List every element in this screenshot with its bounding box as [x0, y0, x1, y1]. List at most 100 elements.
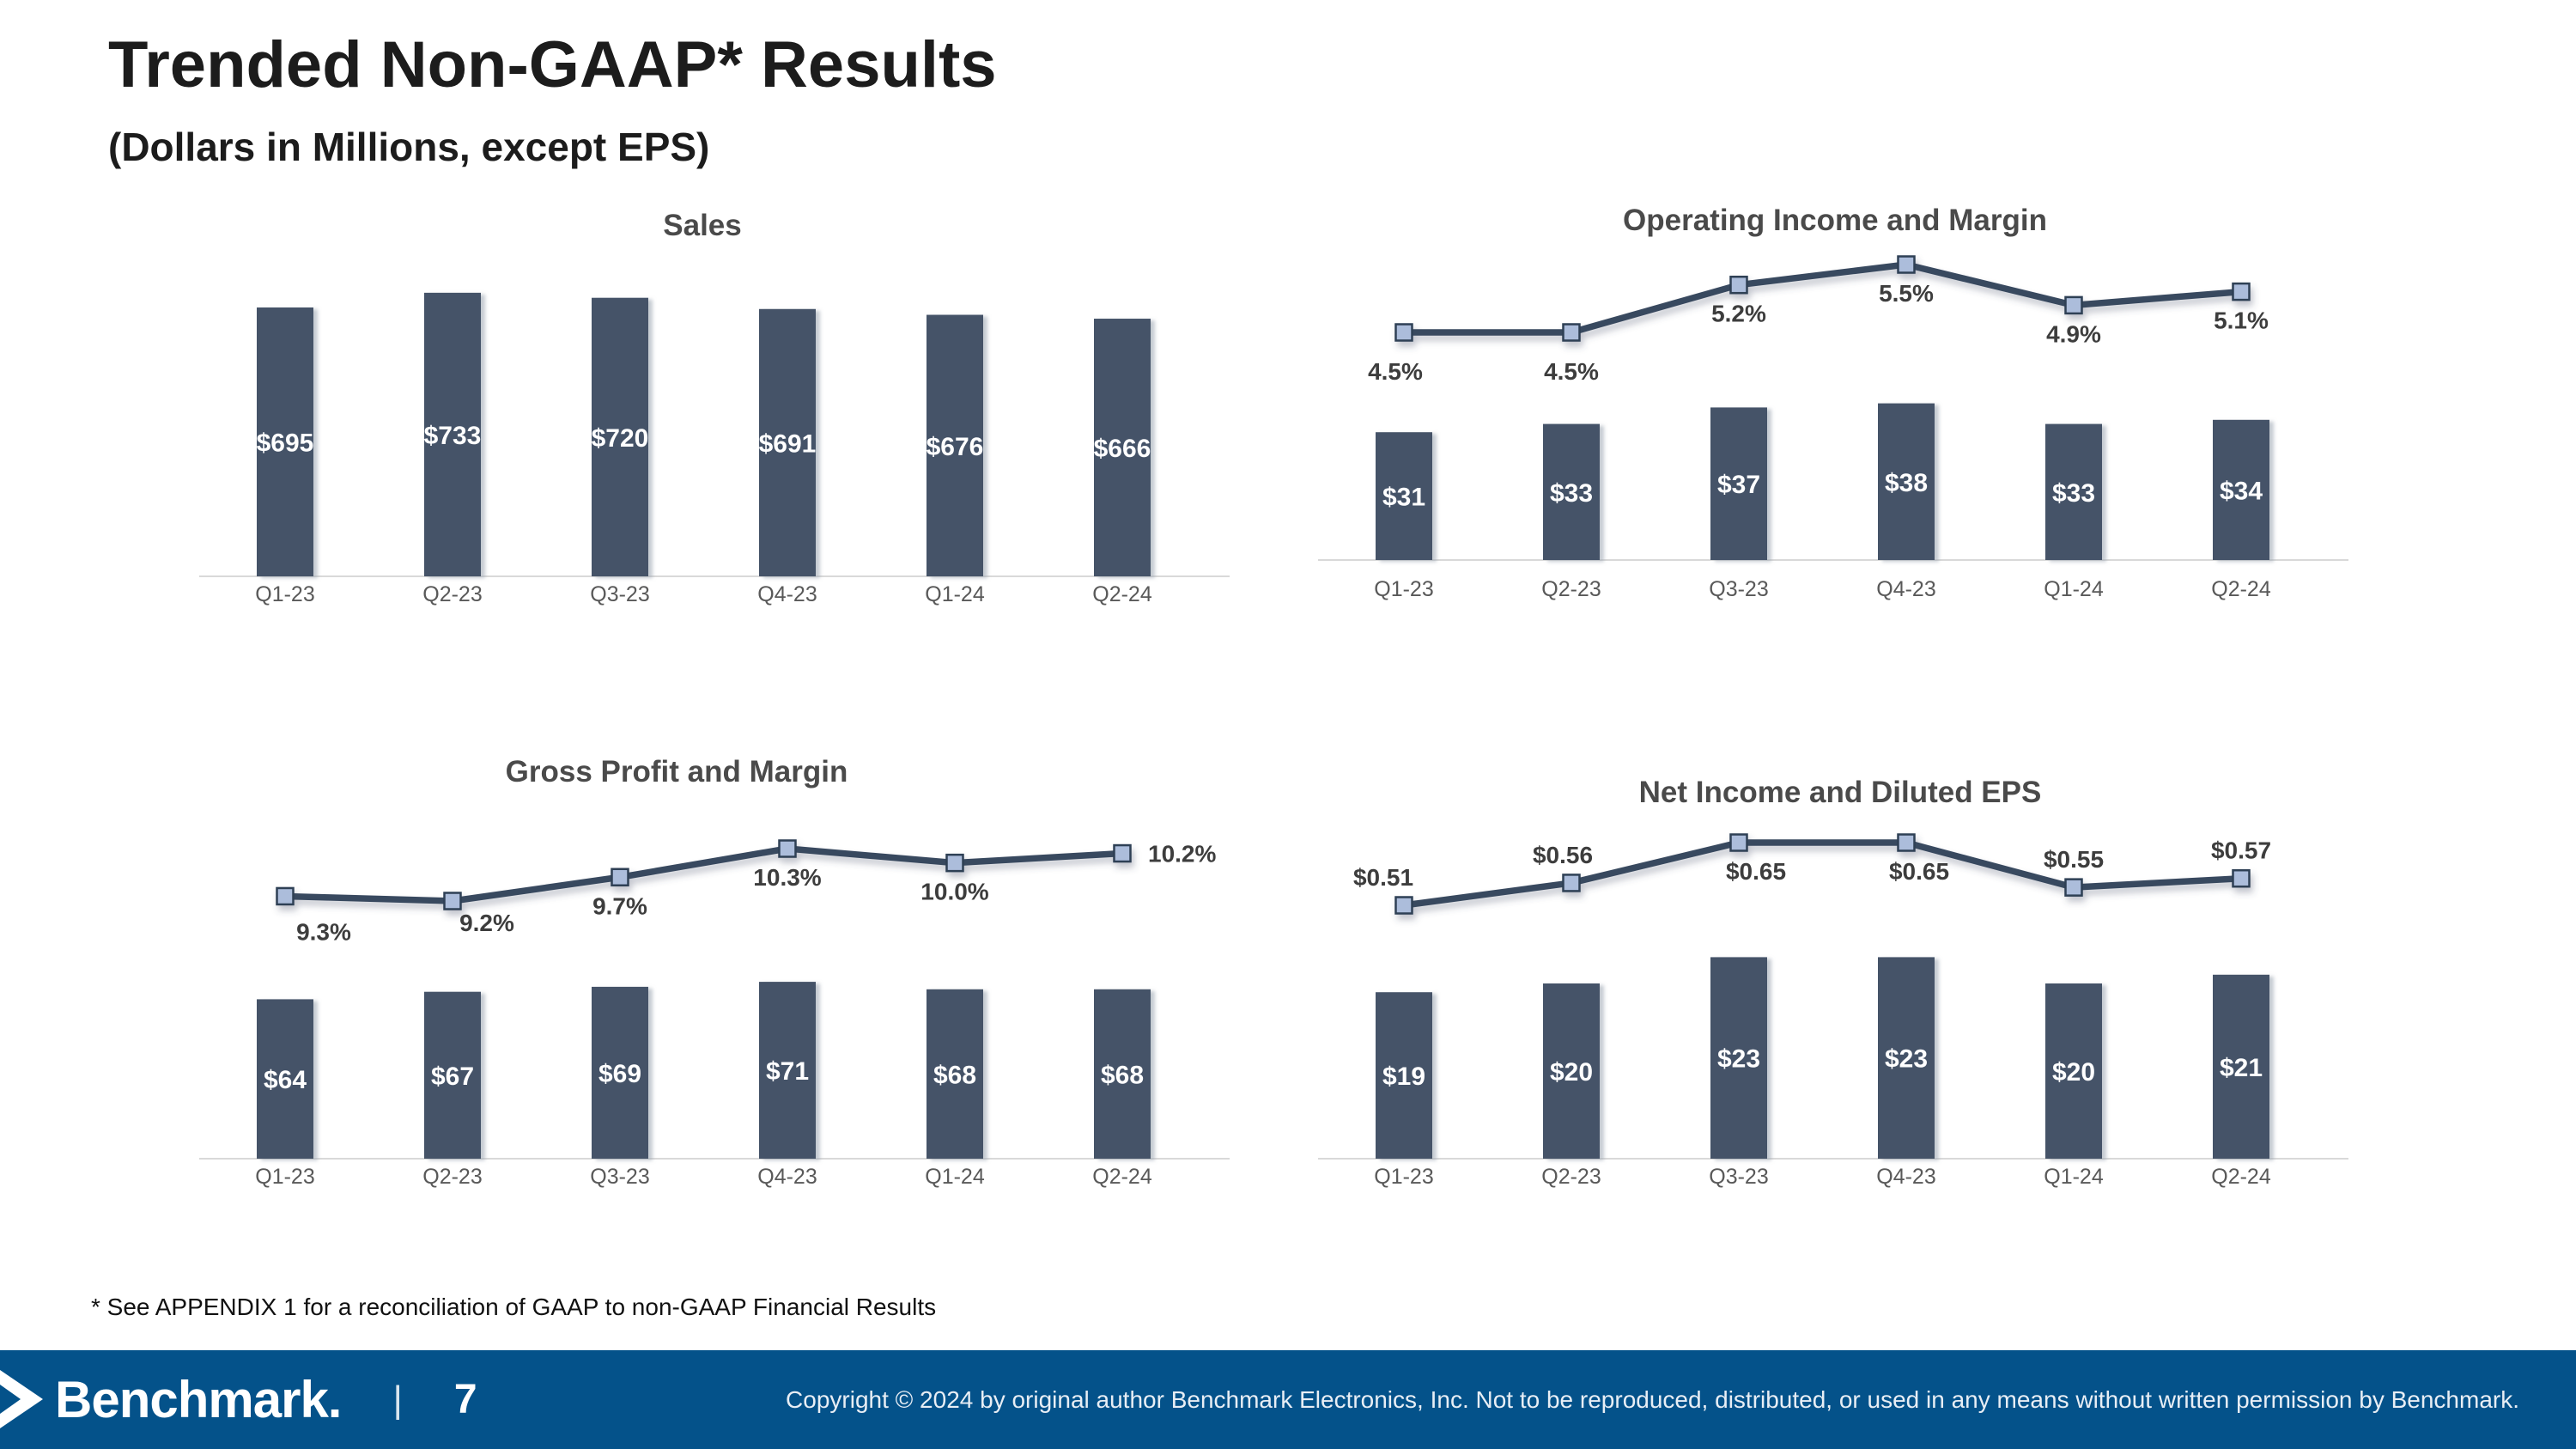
line-value-label: $0.65: [1726, 858, 1786, 885]
bar-Q1-24: [927, 314, 983, 576]
bar-Q2-24: [1094, 989, 1151, 1159]
line-value-label: 5.1%: [2214, 307, 2269, 334]
category-label: Q2-24: [1092, 1165, 1152, 1189]
category-label: Q3-23: [1709, 1165, 1768, 1189]
line-value-label: 5.5%: [1879, 280, 1934, 307]
chart-operating-income-and-margin: Operating Income and Margin $31 $33 $37 $38 $…: [1318, 196, 2348, 677]
bar-value-label: $38: [1885, 469, 1928, 497]
chart-sales: Sales $695 $733 $720 $691 $676 $666 Q1-23 Q2-23 Q…: [199, 196, 1230, 677]
bar-value-label: $676: [927, 433, 984, 461]
line-marker: [1729, 275, 1748, 295]
line-value-label: 4.9%: [2046, 320, 2101, 347]
bar-value-label: $733: [424, 422, 482, 450]
category-label: Q2-24: [1092, 582, 1152, 606]
line-marker: [1897, 833, 1916, 852]
line-value-label: 5.2%: [1711, 301, 1766, 327]
category-label: Q1-23: [255, 582, 314, 606]
category-label: Q2-23: [422, 1165, 482, 1189]
bar-Q1-23: [1376, 432, 1432, 560]
category-label: Q1-23: [1374, 577, 1433, 601]
line-value-label: $0.57: [2211, 837, 2271, 864]
bar-Q4-23: [759, 308, 816, 576]
footer-separator: |: [392, 1378, 403, 1421]
chart-title: Operating Income and Margin: [1623, 204, 2047, 237]
chart-canvas: Operating Income and Margin $31 $33 $37 $38 $…: [1318, 204, 2348, 601]
category-label: Q1-24: [925, 582, 985, 606]
line-value-label: $0.56: [1533, 842, 1593, 868]
bar-value-label: $71: [766, 1057, 809, 1086]
bar-Q2-23: [424, 292, 481, 576]
bar-value-label: $69: [598, 1060, 641, 1088]
chart-title: Net Income and Diluted EPS: [1639, 776, 2042, 809]
category-label: Q3-23: [590, 582, 649, 606]
line-value-label: 9.3%: [296, 918, 351, 945]
bar-Q2-23: [1543, 983, 1600, 1159]
bar-value-label: $64: [264, 1066, 307, 1094]
line-marker: [1394, 896, 1413, 915]
category-label: Q2-23: [422, 582, 482, 606]
line-marker: [2232, 868, 2251, 888]
category-label: Q2-23: [1541, 577, 1601, 601]
line-marker: [1113, 843, 1132, 863]
line-marker: [2064, 878, 2083, 897]
line-value-label: 4.5%: [1544, 358, 1599, 385]
bar-Q4-23: [759, 982, 816, 1159]
line-marker: [1562, 323, 1581, 342]
bar-Q1-24: [927, 989, 983, 1159]
line-value-label: 9.7%: [592, 892, 647, 919]
page-title: Trended Non-GAAP* Results: [108, 28, 997, 101]
bar-value-label: $23: [1885, 1045, 1928, 1074]
bar-Q3-23: [1710, 957, 1767, 1159]
bar-value-label: $695: [257, 429, 314, 457]
category-label: Q4-23: [1876, 577, 1935, 601]
benchmark-logo: Benchmark.: [55, 1370, 342, 1428]
line-value-label: $0.51: [1353, 864, 1413, 891]
footer-bar: Benchmark. | 7 Copyright © 2024 by origi…: [0, 1350, 2576, 1449]
line-value-label: 10.0%: [920, 879, 988, 905]
bar-value-label: $31: [1382, 484, 1425, 512]
line-marker: [945, 853, 964, 873]
line-series: [1403, 839, 2242, 909]
line-value-label: 4.5%: [1368, 358, 1423, 385]
bar-Q2-23: [424, 991, 481, 1159]
chart-title: Sales: [663, 209, 741, 242]
line-value-label: 10.3%: [753, 864, 821, 891]
category-label: Q3-23: [590, 1165, 649, 1189]
category-label: Q2-24: [2211, 577, 2271, 601]
bar-value-label: $34: [2220, 477, 2263, 505]
line-value-label: 10.2%: [1148, 841, 1216, 868]
category-label: Q2-24: [2211, 1165, 2271, 1189]
line-marker: [1562, 874, 1581, 892]
line-marker: [778, 839, 797, 858]
line-marker: [443, 892, 462, 910]
bar-value-label: $691: [759, 429, 817, 458]
bar-Q2-24: [2213, 419, 2269, 560]
chart-canvas: Gross Profit and Margin $64 $67 $69 $71 $68 $6…: [199, 755, 1230, 1189]
bar-Q1-23: [257, 307, 313, 576]
category-label: Q4-23: [1876, 1165, 1935, 1189]
category-label: Q2-23: [1541, 1165, 1601, 1189]
line-value-label: $0.55: [2044, 846, 2104, 873]
chart-title: Gross Profit and Margin: [506, 755, 848, 788]
bar-Q1-23: [1376, 992, 1432, 1159]
line-marker: [2232, 282, 2251, 301]
bar-value-label: $21: [2220, 1054, 2263, 1082]
line-series: [1404, 261, 2242, 336]
category-label: Q1-23: [1374, 1165, 1433, 1189]
category-label: Q1-24: [2044, 577, 2104, 601]
bar-value-label: $68: [1101, 1061, 1144, 1089]
line-series: [284, 845, 1123, 904]
bar-value-label: $23: [1717, 1045, 1760, 1074]
line-marker: [1897, 255, 1916, 274]
bar-value-label: $67: [431, 1062, 474, 1091]
bar-Q1-24: [2045, 423, 2102, 560]
copyright-text: Copyright © 2024 by original author Benc…: [786, 1385, 2519, 1413]
category-label: Q4-23: [757, 582, 817, 606]
bar-Q1-24: [2045, 983, 2102, 1159]
benchmark-chevron-icon: [0, 1370, 43, 1428]
page-number: 7: [453, 1376, 477, 1422]
bar-Q2-24: [2213, 974, 2269, 1159]
bar-Q3-23: [592, 297, 648, 576]
chart-gross-profit-and-margin: Gross Profit and Margin $64 $67 $69 $71 $68 $6…: [199, 749, 1230, 1230]
